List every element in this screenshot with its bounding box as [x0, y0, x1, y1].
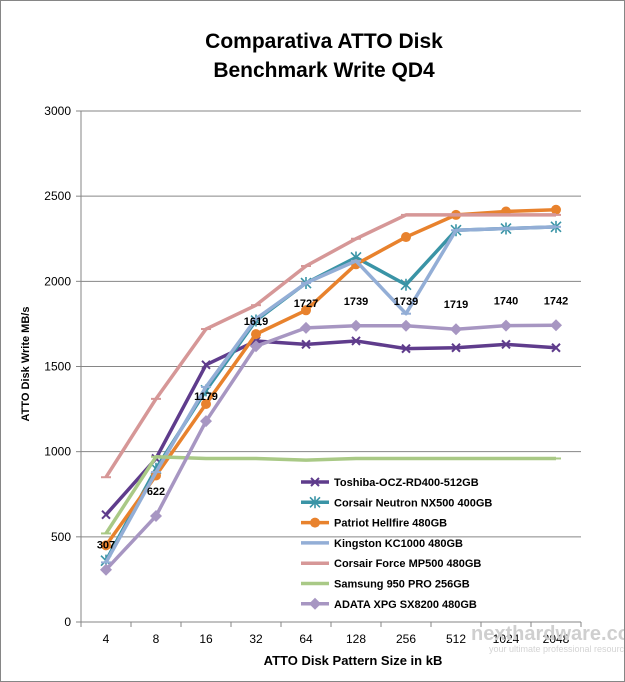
- data-point: [300, 321, 312, 334]
- legend-label: Corsair Force MP500 480GB: [334, 558, 481, 570]
- data-point: [450, 323, 462, 336]
- data-label: 622: [147, 486, 165, 498]
- data-point: [101, 540, 111, 551]
- x-tick-label: 8: [153, 632, 160, 646]
- y-tick-label: 3000: [44, 104, 71, 118]
- legend-item: Patriot Hellfire 480GB: [301, 517, 447, 530]
- series-4: [101, 213, 561, 479]
- data-point: [100, 563, 112, 576]
- data-point: [201, 398, 211, 409]
- legend-item: Toshiba-OCZ-RD400-512GB: [301, 477, 479, 489]
- data-point: [309, 597, 321, 610]
- y-tick-label: 2000: [44, 274, 71, 288]
- x-tick-label: 1024: [493, 632, 520, 646]
- legend-item: Kingston KC1000 480GB: [301, 538, 463, 550]
- legend-label: Patriot Hellfire 480GB: [334, 518, 447, 530]
- data-label: 1742: [544, 295, 568, 307]
- data-point: [309, 496, 321, 509]
- data-point: [400, 278, 412, 291]
- data-point: [551, 343, 561, 353]
- legend-label: ADATA XPG SX8200 480GB: [334, 599, 477, 611]
- x-tick-label: 512: [446, 632, 466, 646]
- x-tick-label: 64: [299, 632, 313, 646]
- legend-item: ADATA XPG SX8200 480GB: [301, 597, 477, 611]
- y-tick-label: 1000: [44, 445, 71, 459]
- series-line: [104, 455, 556, 535]
- series-line: [104, 213, 556, 479]
- data-point: [401, 232, 411, 243]
- data-label: 307: [97, 540, 115, 552]
- x-tick-label: 32: [249, 632, 263, 646]
- series-6: [100, 319, 562, 576]
- legend-label: Kingston KC1000 480GB: [334, 538, 463, 550]
- legend-label: Corsair Neutron NX500 400GB: [334, 497, 492, 509]
- data-point: [250, 340, 262, 353]
- data-point: [500, 319, 512, 332]
- data-label: 1619: [244, 316, 268, 328]
- data-point: [310, 477, 320, 487]
- legend-item: Corsair Neutron NX500 400GB: [301, 496, 492, 509]
- x-tick-label: 2048: [543, 632, 570, 646]
- data-point: [200, 415, 212, 428]
- data-point: [301, 339, 311, 350]
- x-tick-label: 16: [199, 632, 213, 646]
- data-point: [400, 319, 412, 332]
- data-point: [401, 343, 411, 354]
- data-label: 1727: [294, 298, 318, 310]
- x-tick-label: 4: [103, 632, 110, 646]
- y-tick-label: 1500: [44, 360, 71, 374]
- series-line: [104, 339, 557, 516]
- series-line: [104, 323, 557, 571]
- data-label: 1179: [194, 391, 218, 403]
- chart-title-line-1: Comparativa ATTO Disk: [205, 30, 443, 53]
- data-point: [350, 319, 362, 332]
- data-label: 1719: [444, 299, 468, 311]
- legend-label: Samsung 950 PRO 256GB: [334, 579, 470, 591]
- series-line: [104, 225, 557, 562]
- data-point: [351, 336, 361, 346]
- chart-title-line-2: Benchmark Write QD4: [213, 59, 435, 82]
- series-3: [101, 225, 561, 564]
- x-tick-label: 128: [346, 632, 366, 646]
- y-tick-label: 2500: [44, 189, 71, 203]
- data-point: [251, 329, 261, 340]
- legend-item: Corsair Force MP500 480GB: [301, 558, 481, 570]
- y-axis-title: ATTO Disk Write MB/s: [20, 307, 32, 422]
- data-point: [150, 510, 162, 523]
- y-tick-label: 0: [64, 615, 71, 629]
- series-line: [104, 208, 557, 547]
- y-tick-label: 500: [51, 530, 71, 544]
- data-label: 1739: [344, 296, 368, 308]
- x-tick-label: 256: [396, 632, 416, 646]
- data-point: [501, 339, 511, 350]
- data-point: [550, 319, 562, 332]
- watermark-tagline: your ultimate professional resource: [489, 644, 624, 654]
- watermark: nexthardware.com your ultimate professio…: [471, 623, 624, 654]
- data-point: [451, 343, 461, 353]
- legend-label: Toshiba-OCZ-RD400-512GB: [334, 477, 479, 489]
- data-label: 1740: [494, 296, 518, 308]
- series-5: [101, 455, 561, 535]
- data-label: 1739: [394, 296, 418, 308]
- data-point: [310, 517, 320, 528]
- plot-area: 0 500 1000 1500 2000 2500 3000 4 8 16 32 64 128 256 51…: [44, 104, 582, 646]
- legend-item: Samsung 950 PRO 256GB: [301, 579, 470, 591]
- data-point: [201, 360, 211, 370]
- series-line: [104, 225, 557, 564]
- data-point: [301, 305, 311, 316]
- data-point: [101, 509, 111, 520]
- watermark-brand: nexthardware.com: [471, 623, 624, 645]
- data-point: [551, 204, 561, 215]
- x-axis-title: ATTO Disk Pattern Size in kB: [264, 653, 443, 668]
